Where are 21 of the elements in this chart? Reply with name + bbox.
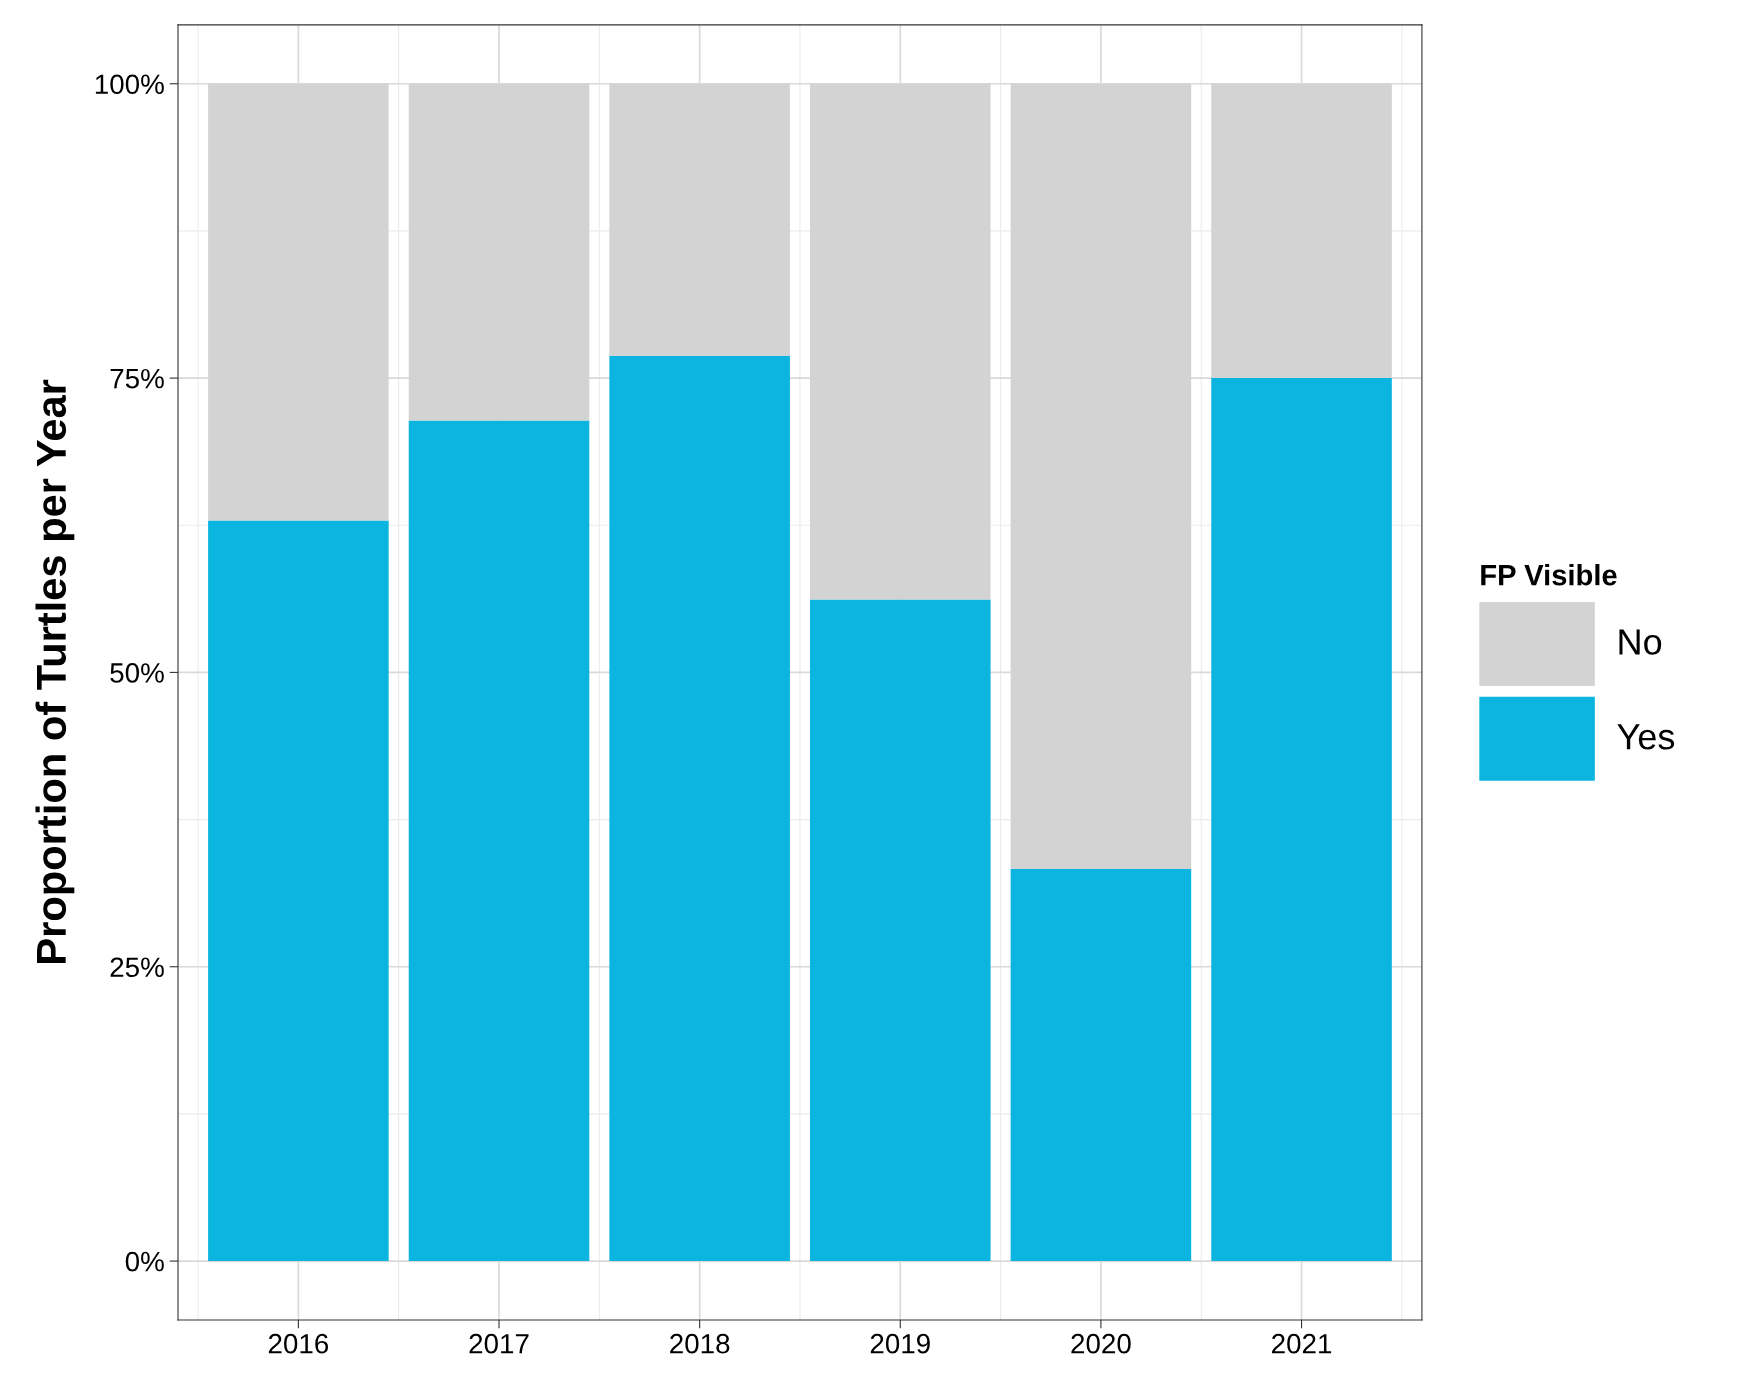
y-axis-title: Proportion of Turtles per Year (35, 379, 75, 963)
y-tick-label: 50% (110, 663, 164, 683)
bar (1010, 869, 1192, 1262)
legend-label: Yes (1617, 724, 1675, 750)
bar (208, 520, 389, 1262)
x-tick-label: 2018 (670, 1333, 730, 1354)
y-tick-label: 0% (125, 1251, 164, 1272)
bar (1211, 378, 1392, 1262)
bar (809, 599, 991, 1262)
bar (609, 355, 790, 1262)
x-tick-label: 2016 (268, 1333, 329, 1354)
x-tick-label: 2017 (469, 1333, 529, 1354)
y-tick-label: 100% (95, 74, 164, 95)
legend-title: FP Visible (1481, 564, 1617, 586)
x-tick-label: 2020 (1071, 1333, 1131, 1354)
bar (408, 420, 590, 1262)
y-tick-label: 75% (110, 368, 164, 389)
x-tick-label: 2021 (1272, 1333, 1332, 1354)
y-tick-label: 25% (110, 957, 164, 978)
x-tick-label: 2019 (870, 1333, 930, 1354)
legend-label: No (1619, 629, 1662, 655)
